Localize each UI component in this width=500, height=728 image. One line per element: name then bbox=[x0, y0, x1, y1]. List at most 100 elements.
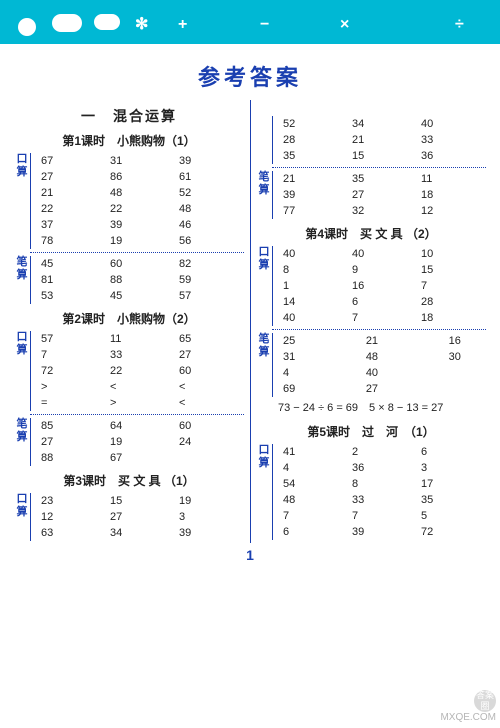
table-cell: 19 bbox=[175, 493, 244, 509]
table-cell: 18 bbox=[417, 310, 486, 326]
table-row: 8915 bbox=[279, 262, 486, 278]
table-row: 40718 bbox=[279, 310, 486, 326]
table-cell: 31 bbox=[279, 349, 320, 365]
table-cell: 27 bbox=[37, 434, 106, 450]
divide-icon: ÷ bbox=[455, 16, 464, 34]
table-cell: 28 bbox=[417, 294, 486, 310]
lesson-3-kousuan-cont: 523440282133351536 bbox=[256, 116, 486, 164]
table-cell: 15 bbox=[417, 262, 486, 278]
table-cell: = bbox=[37, 395, 106, 411]
table-cell: 7 bbox=[417, 278, 486, 294]
table-row: 571165 bbox=[37, 331, 244, 347]
table-cell: 6 bbox=[279, 524, 348, 540]
kousuan-label: 口算 bbox=[256, 444, 272, 540]
table-cell bbox=[320, 333, 361, 349]
minus-icon: − bbox=[260, 16, 269, 34]
table-cell: 40 bbox=[279, 310, 348, 326]
table-row: ><< bbox=[37, 379, 244, 395]
table-cell: 22 bbox=[106, 363, 175, 379]
table-cell: 12 bbox=[417, 203, 486, 219]
table-row: 440 bbox=[279, 365, 486, 381]
table-cell: 17 bbox=[417, 476, 486, 492]
table-cell: 27 bbox=[37, 169, 106, 185]
table-cell: 45 bbox=[106, 288, 175, 304]
table-row: 534557 bbox=[37, 288, 244, 304]
table-cell: 6 bbox=[348, 294, 417, 310]
table-row: =>< bbox=[37, 395, 244, 411]
table-cell: 56 bbox=[175, 233, 244, 249]
table-cell bbox=[320, 349, 361, 365]
table-cell: 16 bbox=[445, 333, 486, 349]
column-divider bbox=[250, 100, 251, 543]
table-cell: 6 bbox=[417, 444, 486, 460]
cloud-icon bbox=[52, 14, 82, 32]
table-cell: 45 bbox=[37, 256, 106, 272]
lesson-4-kousuan: 口算 404010891511671462840718 bbox=[256, 246, 486, 326]
table-cell: 3 bbox=[175, 509, 244, 525]
lesson-1-kousuan: 口算 673139278661214852222248373946781956 bbox=[14, 153, 244, 249]
table-row: 392718 bbox=[279, 187, 486, 203]
table-cell: 57 bbox=[175, 288, 244, 304]
table-cell: 64 bbox=[106, 418, 175, 434]
table-cell: 57 bbox=[37, 331, 106, 347]
table-cell: 33 bbox=[417, 132, 486, 148]
table-cell: 88 bbox=[37, 450, 106, 466]
table-cell bbox=[403, 365, 444, 381]
columns: 一 混合运算 第1课时 小熊购物（1） 口算 67313927866121485… bbox=[14, 100, 486, 543]
table-row: 483335 bbox=[279, 492, 486, 508]
table-cell: 39 bbox=[175, 525, 244, 541]
table-cell: 34 bbox=[348, 116, 417, 132]
table-cell: 86 bbox=[106, 169, 175, 185]
table-cell: 5 bbox=[417, 508, 486, 524]
table-cell: 33 bbox=[348, 492, 417, 508]
table-cell: 19 bbox=[106, 233, 175, 249]
table-cell: 36 bbox=[348, 460, 417, 476]
table-cell: 8 bbox=[279, 262, 348, 278]
table-cell: 53 bbox=[37, 288, 106, 304]
table-cell: 48 bbox=[279, 492, 348, 508]
bisuan-label: 笔算 bbox=[14, 256, 30, 304]
table-row: 14628 bbox=[279, 294, 486, 310]
divider bbox=[272, 329, 486, 330]
table-cell: 88 bbox=[106, 272, 175, 288]
table-cell: < bbox=[106, 379, 175, 395]
table-row: 63972 bbox=[279, 524, 486, 540]
table-cell: 52 bbox=[175, 185, 244, 201]
table-cell bbox=[403, 349, 444, 365]
section-heading: 一 混合运算 bbox=[14, 106, 244, 126]
table-cell: 8 bbox=[348, 476, 417, 492]
table-cell: 59 bbox=[175, 272, 244, 288]
table-cell: 21 bbox=[279, 171, 348, 187]
table-cell: 22 bbox=[106, 201, 175, 217]
lesson-4-bisuan: 笔算 2521163148304406927 bbox=[256, 333, 486, 397]
page-title: 参考答案 bbox=[14, 60, 486, 92]
table-row: 231519 bbox=[37, 493, 244, 509]
table-row: 456082 bbox=[37, 256, 244, 272]
table-cell: 46 bbox=[175, 217, 244, 233]
table-row: 222248 bbox=[37, 201, 244, 217]
table-cell: 19 bbox=[106, 434, 175, 450]
table-cell: 72 bbox=[37, 363, 106, 379]
kousuan-label: 口算 bbox=[256, 246, 272, 326]
table-cell: 2 bbox=[348, 444, 417, 460]
watermark-badge-top: 答案 bbox=[476, 690, 494, 700]
table-cell: 11 bbox=[106, 331, 175, 347]
table-cell: 52 bbox=[279, 116, 348, 132]
watermark: 答案圈 MXQE.COM bbox=[440, 690, 496, 724]
header-bar: ✻ + − × ÷ bbox=[0, 0, 500, 44]
table-cell: 33 bbox=[106, 347, 175, 363]
table-row: 4363 bbox=[279, 460, 486, 476]
table-cell: 60 bbox=[175, 418, 244, 434]
watermark-site: MXQE.COM bbox=[440, 712, 496, 723]
table-row: 6927 bbox=[279, 381, 486, 397]
table-cell: 35 bbox=[279, 148, 348, 164]
table-row: 373946 bbox=[37, 217, 244, 233]
circle-icon bbox=[18, 18, 36, 36]
kousuan-label: 口算 bbox=[14, 331, 30, 411]
table-cell: 18 bbox=[417, 187, 486, 203]
table-row: 278661 bbox=[37, 169, 244, 185]
table-cell: 12 bbox=[37, 509, 106, 525]
table-cell: 39 bbox=[106, 217, 175, 233]
table-row: 271924 bbox=[37, 434, 244, 450]
table-cell: 7 bbox=[279, 508, 348, 524]
